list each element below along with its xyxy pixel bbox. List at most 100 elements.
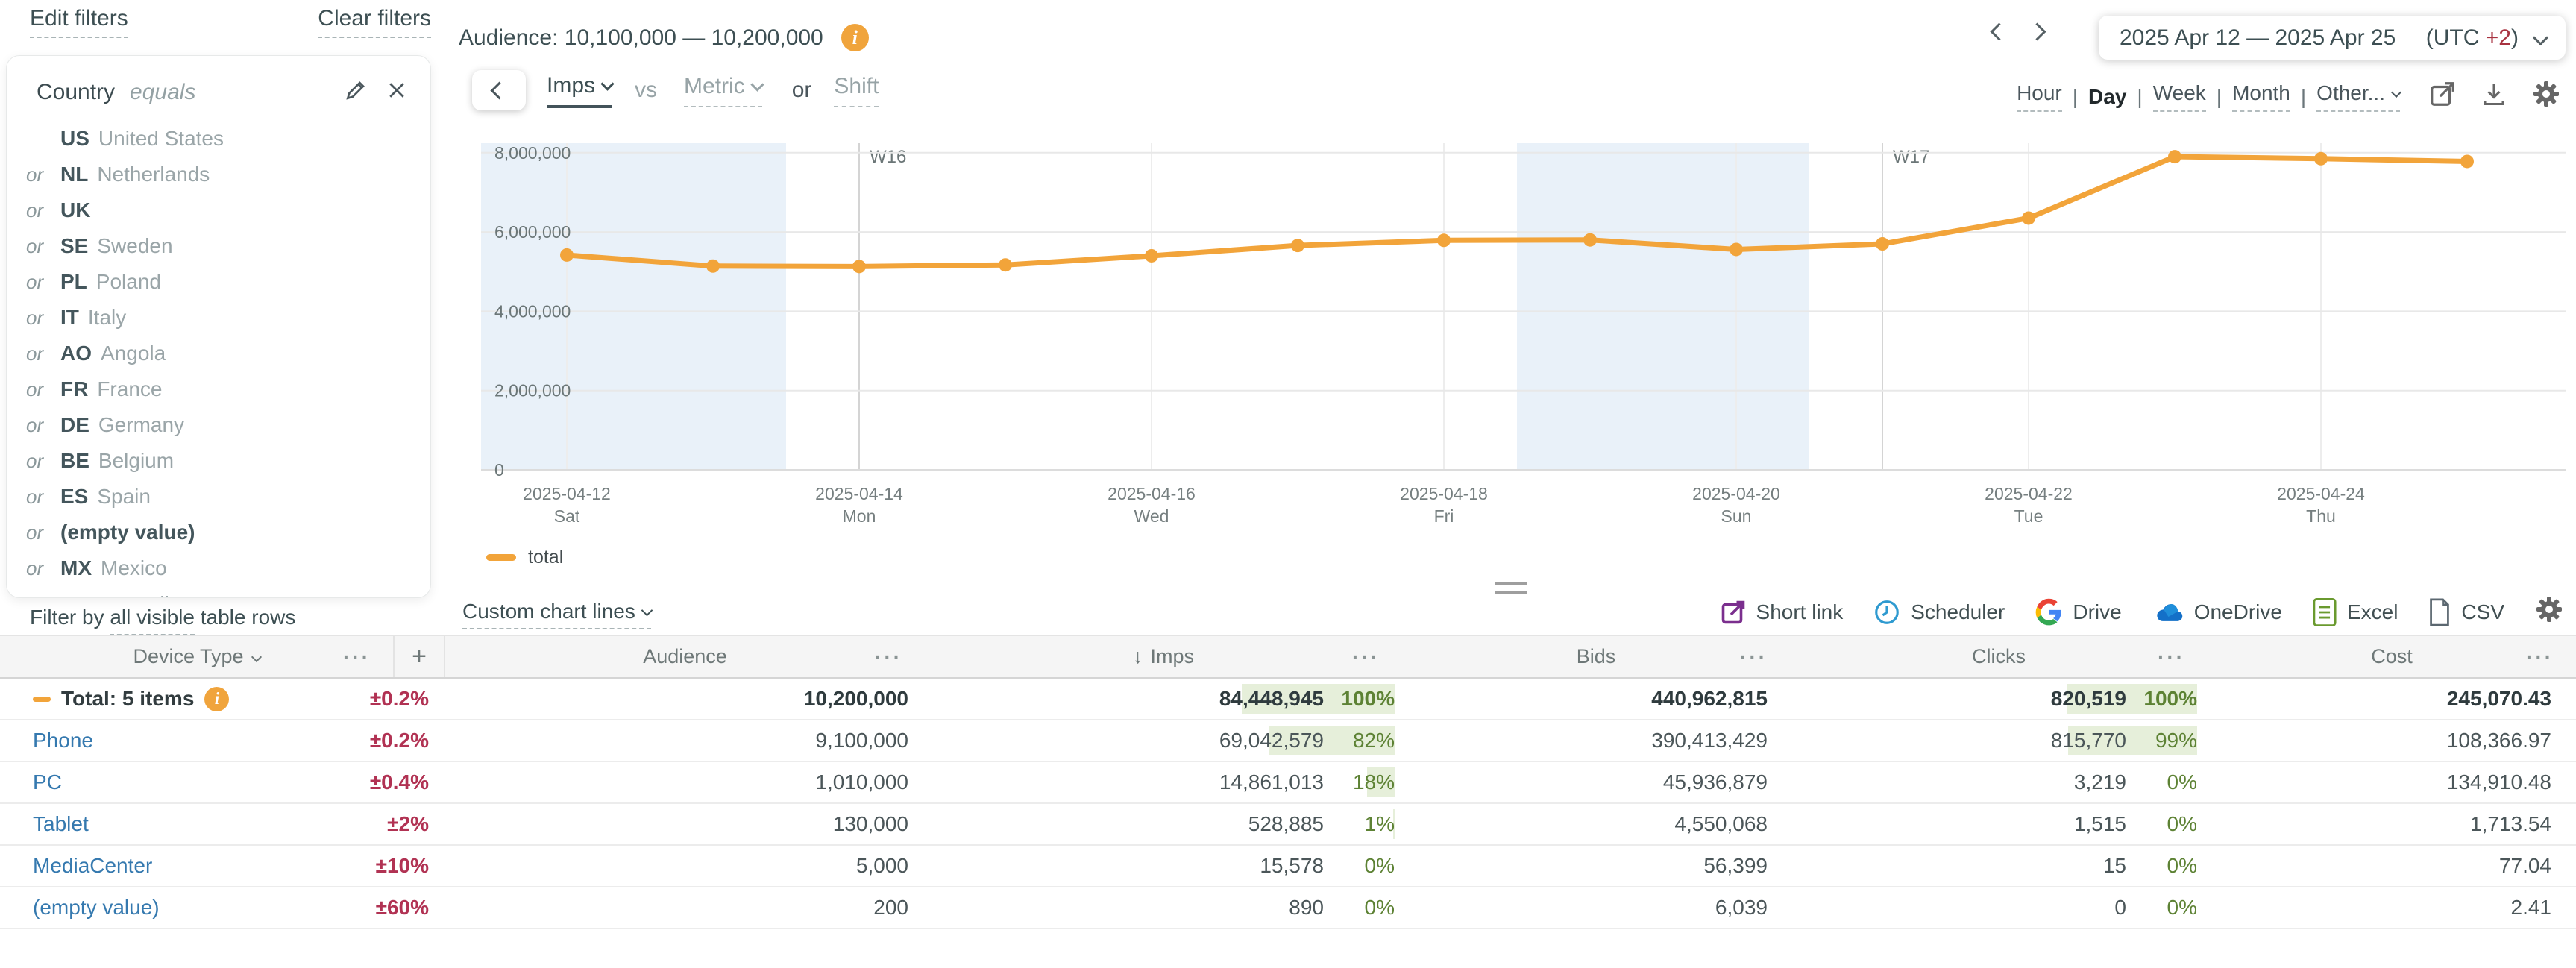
table-body: Total: 5 items ±0.2% 10,200,000 84,448,9… [0, 679, 2576, 929]
or-conjunction: or [26, 593, 57, 598]
column-menu-icon[interactable]: ··· [875, 644, 902, 668]
device-type-link[interactable]: Phone [33, 729, 93, 752]
clicks-percent-bar [2068, 726, 2197, 755]
prev-period-button[interactable] [1990, 22, 2008, 42]
filter-value-item[interactable]: or IT Italy [7, 300, 430, 336]
or-conjunction: or [26, 342, 44, 365]
country-name: France [97, 377, 163, 400]
granularity-day-selected[interactable]: Day [2088, 84, 2127, 108]
clicks-percent-cell: 0% [2167, 896, 2197, 919]
remove-filter-icon[interactable] [386, 79, 408, 105]
imps-percent-cell: 100% [1341, 687, 1395, 710]
granularity-week[interactable]: Week [2152, 81, 2206, 112]
uncertainty-delta: ±0.2% [369, 687, 429, 710]
granularity-other-dropdown[interactable]: Other... [2316, 81, 2402, 112]
device-type-link[interactable]: Tablet [33, 812, 89, 835]
imps-cell: 15,578 [1260, 854, 1324, 877]
granularity-hour[interactable]: Hour [2017, 81, 2062, 112]
onedrive-button[interactable]: OneDrive [2152, 600, 2282, 624]
bids-cell: 56,399 [1703, 854, 1768, 877]
bids-cell: 390,413,429 [1651, 729, 1768, 752]
audience-summary: Audience: 10,100,000 — 10,200,000 [459, 24, 869, 51]
filter-value-item[interactable]: US United States [7, 121, 430, 157]
audience-label: Audience: [459, 25, 559, 50]
device-type-link[interactable]: Total: 5 items [61, 687, 195, 710]
chevron-left-icon [489, 81, 509, 100]
column-menu-icon[interactable]: ··· [2526, 644, 2554, 668]
or-conjunction: or [26, 198, 44, 221]
svg-text:Mon: Mon [843, 506, 876, 526]
chevron-down-icon [251, 651, 262, 662]
filter-value-item[interactable]: or (empty value) [7, 515, 430, 550]
svg-text:Sat: Sat [554, 506, 580, 526]
shift-option[interactable]: Shift [834, 74, 879, 107]
filter-operator-label: equals [130, 79, 196, 104]
column-header-imps[interactable]: ↓ Imps ··· [1132, 644, 1380, 668]
device-type-link[interactable]: MediaCenter [33, 854, 153, 877]
country-name: Australia [99, 592, 180, 597]
compare-metric-dropdown[interactable]: Metric [684, 74, 764, 107]
external-link-icon [1721, 600, 1744, 623]
device-type-link[interactable]: (empty value) [33, 896, 160, 919]
filter-value-item[interactable]: or NL Netherlands [7, 157, 430, 192]
filter-value-item[interactable]: or AO Angola [7, 336, 430, 371]
column-header-clicks[interactable]: Clicks ··· [1972, 644, 2185, 668]
metric-selector-row: Imps vs Metric or Shift [472, 70, 879, 110]
column-menu-icon[interactable]: ··· [343, 644, 371, 668]
download-icon[interactable] [2481, 81, 2507, 113]
column-header-bids[interactable]: Bids ··· [1576, 644, 1768, 668]
google-drive-button[interactable]: Drive [2035, 598, 2122, 626]
open-in-new-icon[interactable] [2428, 80, 2457, 113]
add-column-button[interactable]: + [393, 636, 445, 677]
custom-chart-lines-dropdown[interactable]: Custom chart lines [462, 600, 653, 629]
country-code: SE [60, 234, 89, 257]
chart-resize-handle[interactable] [1495, 582, 1527, 599]
short-link-button[interactable]: Short link [1720, 599, 1843, 626]
granularity-month[interactable]: Month [2232, 81, 2290, 112]
excel-export-button[interactable]: Excel [2312, 597, 2398, 627]
imps-cell: 84,448,945 [1219, 687, 1324, 710]
edit-pencil-icon[interactable] [344, 78, 368, 106]
cost-cell: 134,910.48 [2446, 770, 2551, 793]
or-conjunction: or [26, 449, 44, 472]
filter-value-item[interactable]: or UK [7, 192, 430, 228]
svg-text:2025-04-14: 2025-04-14 [815, 484, 903, 503]
next-period-button[interactable] [2028, 22, 2046, 42]
clear-filters-button[interactable]: Clear filters [318, 6, 431, 38]
legend-series-label: total [528, 547, 564, 568]
metric-dropdown[interactable]: Imps [547, 73, 615, 108]
collapse-panel-button[interactable] [472, 70, 526, 110]
csv-export-button[interactable]: CSV [2428, 597, 2504, 627]
table-row: Total: 5 items ±0.2% 10,200,000 84,448,9… [0, 679, 2576, 720]
filter-value-item[interactable]: or MX Mexico [7, 550, 430, 586]
column-menu-icon[interactable]: ··· [1352, 644, 1380, 668]
country-code: IT [60, 306, 79, 329]
filter-value-item[interactable]: or BE Belgium [7, 443, 430, 479]
column-menu-icon[interactable]: ··· [1740, 644, 1768, 668]
column-header-audience[interactable]: Audience ··· [643, 644, 902, 668]
filter-value-item[interactable]: or FR France [7, 371, 430, 407]
audience-info-icon[interactable] [841, 24, 869, 51]
country-code: MX [60, 556, 92, 579]
filter-value-item[interactable]: or ES Spain [7, 479, 430, 515]
filter-value-item[interactable]: or SE Sweden [7, 228, 430, 264]
filter-by-mode-dropdown[interactable]: all visible [110, 606, 195, 635]
column-header-device-type[interactable]: Device Type ··· [133, 644, 371, 668]
column-header-cost[interactable]: Cost ··· [2371, 644, 2554, 668]
chart-settings-gear-icon[interactable] [2531, 79, 2561, 114]
imps-percent-bar [1269, 726, 1395, 755]
filter-value-item[interactable]: or AU Australia [7, 586, 430, 598]
scheduler-button[interactable]: Scheduler [1873, 598, 2005, 626]
date-range-picker[interactable]: 2025 Apr 12 — 2025 Apr 25 (UTC +2) [2099, 16, 2566, 60]
filter-value-item[interactable]: or DE Germany [7, 407, 430, 443]
table-settings-gear-icon[interactable] [2534, 594, 2564, 629]
edit-filters-button[interactable]: Edit filters [30, 6, 128, 38]
country-name: Netherlands [97, 163, 210, 186]
or-label: or [791, 78, 812, 102]
column-menu-icon[interactable]: ··· [2158, 644, 2185, 668]
excel-doc-icon [2313, 597, 2337, 626]
chart-legend[interactable]: total [486, 547, 563, 568]
device-type-link[interactable]: PC [33, 770, 62, 793]
total-info-icon[interactable] [204, 686, 230, 711]
filter-value-item[interactable]: or PL Poland [7, 264, 430, 300]
